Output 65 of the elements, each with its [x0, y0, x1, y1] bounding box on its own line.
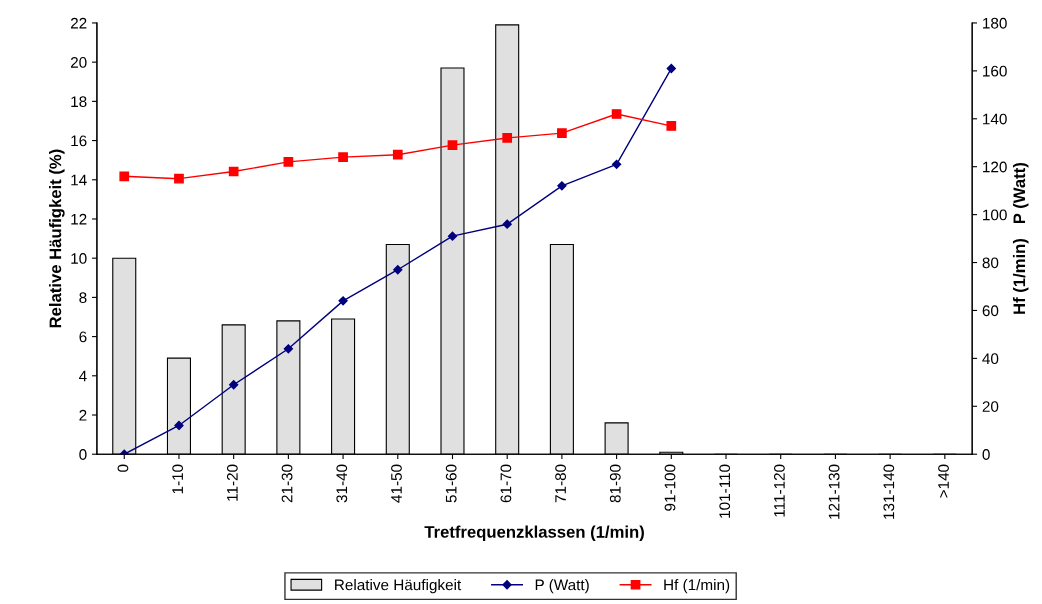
x-tick-label: 111-120 [774, 464, 785, 517]
point [338, 152, 348, 162]
x-tick-label: 101-110 [719, 464, 731, 518]
legend-label: P (Watt) [535, 579, 589, 594]
point [119, 171, 130, 182]
x-tick-label: >140 [938, 464, 949, 498]
y-tick-label: 22 [70, 17, 87, 29]
point [174, 420, 184, 431]
point [447, 140, 458, 151]
point [392, 149, 403, 160]
point [447, 231, 458, 241]
point [174, 173, 184, 184]
x-tick-label: 21-30 [281, 464, 293, 503]
point [393, 265, 403, 275]
y2-tick-label: 40 [982, 353, 999, 365]
y2-tick-label: 0 [982, 449, 990, 460]
y-tick-label: 2 [79, 409, 87, 421]
y2-tick-label: 60 [982, 305, 999, 317]
point [283, 344, 293, 354]
y2-axis-title: Hf (1/min) P (Watt) [1012, 163, 1029, 314]
x-tick-label: 71-80 [555, 464, 566, 503]
y-tick-label: 10 [71, 253, 87, 264]
x-axis-title: Tretfrequenzklassen (1/min) [424, 525, 644, 542]
y-tick-label: 20 [70, 57, 87, 68]
y-tick-label: 6 [79, 331, 87, 343]
y2-tick-label: 160 [983, 65, 1007, 77]
point [611, 109, 622, 119]
x-tick-label: 81-90 [609, 464, 621, 503]
x-tick-label: 61-70 [500, 464, 512, 503]
y2-tick-label: 180 [983, 17, 1007, 29]
point [611, 159, 622, 169]
legend-label: Relative Häufigkeit [335, 579, 462, 594]
x-tick-label: 11-20 [226, 464, 238, 501]
point [283, 157, 294, 167]
y2-tick-label: 100 [983, 209, 1007, 221]
x-tick-label: 121-130 [828, 464, 840, 519]
x-tick-label: 31-40 [336, 464, 348, 503]
point [557, 128, 567, 139]
y-tick-label: 0 [79, 449, 87, 460]
y-axis-title: Relative Häufigkeit (%) [49, 149, 65, 328]
x-tick-label: 91-100 [664, 464, 676, 511]
legend-label: Hf (1/min) [664, 579, 730, 594]
y2-tick-label: 80 [982, 257, 999, 269]
y2-tick-label: 20 [982, 401, 999, 412]
point [666, 63, 676, 74]
y-tick-label: 16 [71, 135, 87, 147]
point [502, 219, 512, 229]
point [666, 121, 677, 131]
y-tick-label: 18 [71, 96, 87, 108]
y-tick-label: 12 [71, 213, 87, 225]
point [502, 133, 513, 143]
y-tick-label: 4 [79, 370, 87, 382]
y-tick-label: 8 [79, 292, 87, 304]
y2-tick-label: 140 [983, 113, 1007, 125]
point [228, 166, 239, 177]
x-tick-label: 51-60 [445, 464, 457, 503]
x-tick-label: 1-10 [172, 464, 184, 494]
x-tick-label: 131-140 [883, 464, 895, 519]
x-tick-label: 0 [117, 464, 129, 472]
y-tick-label: 14 [71, 174, 87, 186]
point [338, 296, 348, 306]
x-tick-label: 41-50 [391, 464, 402, 503]
y2-tick-label: 120 [983, 161, 1007, 173]
point [557, 181, 567, 191]
point [229, 380, 239, 390]
